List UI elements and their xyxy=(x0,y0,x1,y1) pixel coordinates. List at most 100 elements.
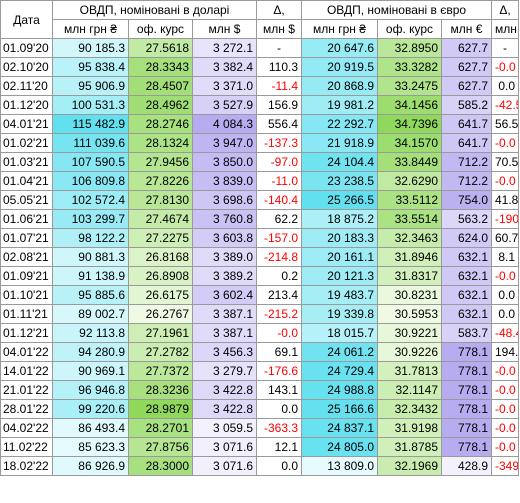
table-row: 01.06'21 103 299.7 27.4674 3 760.8 62.2 18 87… xyxy=(0,209,519,229)
eur-delta-cell: -42.5 xyxy=(491,95,519,115)
usd-delta-cell: 12.1 xyxy=(256,437,302,457)
usd-delta-cell: -363.3 xyxy=(256,418,302,438)
eur-amount-cell: 563.2 xyxy=(441,209,492,229)
date-cell: 01.02'21 xyxy=(0,133,53,153)
date-cell: 01.12'21 xyxy=(0,323,53,343)
eur-delta-subheader: млн € xyxy=(491,19,519,39)
eur-rate-cell: 33.5514 xyxy=(377,209,442,229)
eur-uah-cell: 20 647.6 xyxy=(301,38,378,58)
eur-delta-cell: -349.2 xyxy=(491,456,519,476)
table-row: 02.11'20 95 906.9 28.4507 3 371.0 -11.4 20 86… xyxy=(0,76,519,96)
table-row: 01.09'20 90 185.3 27.5618 3 272.1-20 647.6 3… xyxy=(0,38,519,58)
usd-rate-cell: 27.9456 xyxy=(128,152,193,172)
date-cell: 02.11'20 xyxy=(0,76,53,96)
eur-amount-cell: 585.2 xyxy=(441,95,492,115)
eur-rate-cell: 31.8317 xyxy=(377,266,442,286)
usd-rate-cell: 27.8130 xyxy=(128,190,193,210)
usd-delta-cell: 556.4 xyxy=(256,114,302,134)
eur-rate-cell: 34.1456 xyxy=(377,95,442,115)
table-body: 01.09'20 90 185.3 27.5618 3 272.1-20 647.6 3… xyxy=(0,38,519,476)
eur-uah-cell: 24 729.4 xyxy=(301,361,378,381)
eur-delta-cell: -48.4 xyxy=(491,323,519,343)
usd-delta-cell: 213.4 xyxy=(256,285,302,305)
usd-uah-cell: 92 113.8 xyxy=(52,323,129,343)
eur-rate-cell: 33.5112 xyxy=(377,190,442,210)
eur-delta-cell: -0.0 xyxy=(491,361,519,381)
usd-delta-cell: 0.0 xyxy=(256,399,302,419)
eur-amount-cell: 778.1 xyxy=(441,418,492,438)
usd-uah-subheader: млн грн ₴ xyxy=(52,19,129,39)
usd-uah-cell: 94 280.9 xyxy=(52,342,129,362)
eur-uah-cell: 23 238.5 xyxy=(301,171,378,191)
eur-delta-cell: 60.7 xyxy=(491,228,519,248)
eur-delta-cell: 56.5 xyxy=(491,114,519,134)
eur-amount-cell: 778.1 xyxy=(441,437,492,457)
usd-rate-cell: 28.3000 xyxy=(128,456,193,476)
usd-uah-cell: 90 969.1 xyxy=(52,361,129,381)
eur-amount-cell: 778.1 xyxy=(441,361,492,381)
eur-rate-cell: 31.7813 xyxy=(377,361,442,381)
eur-uah-cell: 20 161.1 xyxy=(301,247,378,267)
usd-amount-cell: 3 272.1 xyxy=(192,38,257,58)
eur-rate-cell: 31.9198 xyxy=(377,418,442,438)
eur-uah-cell: 19 981.2 xyxy=(301,95,378,115)
usd-uah-cell: 100 531.3 xyxy=(52,95,129,115)
date-cell: 14.01'22 xyxy=(0,361,53,381)
usd-uah-cell: 95 906.9 xyxy=(52,76,129,96)
usd-delta-cell: -215.2 xyxy=(256,304,302,324)
usd-uah-cell: 86 926.9 xyxy=(52,456,129,476)
usd-rate-cell: 28.4507 xyxy=(128,76,193,96)
table-row: 14.01'22 90 969.1 27.7372 3 279.7 -176.6 24 7… xyxy=(0,361,519,381)
date-cell: 01.06'21 xyxy=(0,209,53,229)
usd-amount-cell: 3 602.4 xyxy=(192,285,257,305)
eur-uah-cell: 19 483.7 xyxy=(301,285,378,305)
usd-uah-cell: 90 881.3 xyxy=(52,247,129,267)
eur-rate-subheader: оф. курс xyxy=(377,19,442,39)
eur-amount-cell: 632.1 xyxy=(441,266,492,286)
usd-delta-cell: 110.3 xyxy=(256,57,302,77)
usd-rate-cell: 27.7372 xyxy=(128,361,193,381)
usd-amount-cell: 3 527.9 xyxy=(192,95,257,115)
usd-amount-cell: 3 389.2 xyxy=(192,266,257,286)
usd-rate-cell: 28.9879 xyxy=(128,399,193,419)
eur-delta-cell: 194.4 xyxy=(491,342,519,362)
usd-uah-cell: 99 220.6 xyxy=(52,399,129,419)
usd-rate-cell: 27.2275 xyxy=(128,228,193,248)
eur-rate-cell: 32.8950 xyxy=(377,38,442,58)
table-row: 01.09'21 91 138.9 26.8908 3 389.2 0.2 20 121.… xyxy=(0,266,519,286)
usd-amount-cell: 3 387.1 xyxy=(192,323,257,343)
usd-uah-cell: 103 299.7 xyxy=(52,209,129,229)
table-row: 01.10'21 95 885.6 26.6175 3 602.4 213.4 19 48… xyxy=(0,285,519,305)
usd-amount-cell: 3 071.6 xyxy=(192,437,257,457)
usd-rate-cell: 27.2782 xyxy=(128,342,193,362)
date-cell: 01.12'20 xyxy=(0,95,53,115)
bonds-table: Дата ОВДП, номіновані в доларі Δ, ОВДП, … xyxy=(0,0,519,476)
eur-amount-cell: 754.0 xyxy=(441,190,492,210)
eur-amount-cell: 428.9 xyxy=(441,456,492,476)
usd-rate-cell: 26.6175 xyxy=(128,285,193,305)
usd-delta-cell: 156.9 xyxy=(256,95,302,115)
usd-amount-cell: 3 279.7 xyxy=(192,361,257,381)
usd-uah-cell: 89 002.7 xyxy=(52,304,129,324)
usd-rate-cell: 28.4962 xyxy=(128,95,193,115)
date-cell: 02.08'21 xyxy=(0,247,53,267)
eur-uah-cell: 20 868.9 xyxy=(301,76,378,96)
usd-uah-cell: 111 039.6 xyxy=(52,133,129,153)
usd-delta-cell: -176.6 xyxy=(256,361,302,381)
eur-amount-cell: 624.0 xyxy=(441,228,492,248)
usd-uah-cell: 90 185.3 xyxy=(52,38,129,58)
usd-rate-cell: 26.8168 xyxy=(128,247,193,267)
table-row: 04.02'22 86 493.4 28.2701 3 059.5 -363.3 24 8… xyxy=(0,418,519,438)
usd-rate-cell: 28.2746 xyxy=(128,114,193,134)
table-row: 02.08'21 90 881.3 26.8168 3 389.0 -214.8 20 1… xyxy=(0,247,519,267)
usd-delta-subheader: млн $ xyxy=(256,19,302,39)
date-cell: 01.09'21 xyxy=(0,266,53,286)
usd-rate-cell: 28.1324 xyxy=(128,133,193,153)
eur-delta-cell: -0.0 xyxy=(491,399,519,419)
usd-delta-cell: -97.0 xyxy=(256,152,302,172)
usd-uah-cell: 86 493.4 xyxy=(52,418,129,438)
usd-amount-cell: 3 850.0 xyxy=(192,152,257,172)
eur-delta-cell: -0.0 xyxy=(491,418,519,438)
eur-delta-cell: -0.0 xyxy=(491,266,519,286)
usd-amount-cell: 3 947.0 xyxy=(192,133,257,153)
